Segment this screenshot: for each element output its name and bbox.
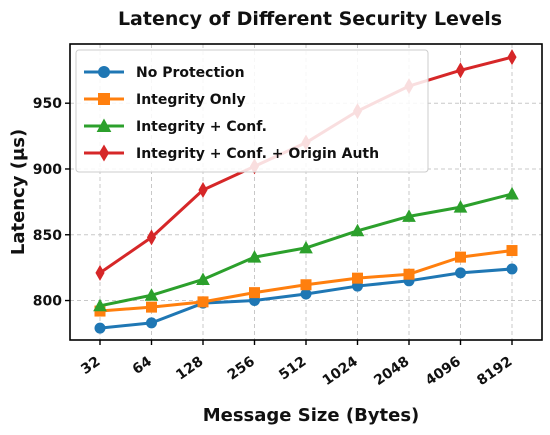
data-point (453, 200, 468, 213)
data-point (146, 301, 157, 313)
x-axis-label: Message Size (Bytes) (203, 405, 420, 426)
y-axis-ticks: 800 850 900 950 (33, 96, 70, 310)
y-tick-label: 900 (33, 162, 62, 178)
legend-label: Integrity + Conf. + Origin Auth (136, 146, 379, 162)
x-tick-label: 8192 (474, 354, 515, 389)
data-point (198, 182, 208, 199)
data-point (300, 288, 312, 300)
chart-title: Latency of Different Security Levels (118, 8, 502, 30)
legend-item: Integrity Only (84, 92, 246, 108)
x-tick-label: 2048 (371, 354, 412, 389)
x-tick-label: 128 (173, 354, 206, 384)
y-tick-label: 950 (33, 96, 62, 112)
data-point (455, 62, 466, 79)
data-point (350, 223, 365, 237)
series-0 (94, 263, 518, 334)
series-layer (93, 49, 519, 334)
data-point (402, 209, 416, 222)
data-point (94, 322, 106, 334)
legend-label: Integrity Only (136, 92, 246, 108)
legend-item: Integrity + Conf. (84, 118, 267, 135)
data-point (505, 186, 519, 200)
x-tick-label: 4096 (423, 354, 464, 389)
data-point (352, 272, 363, 284)
legend-label: Integrity + Conf. (136, 119, 267, 135)
x-tick-label: 1024 (320, 353, 361, 389)
x-axis-ticks: 32 64 128 256 512 1024 2048 4096 8192 (78, 340, 515, 389)
data-point (98, 93, 110, 105)
x-tick-label: 64 (130, 353, 155, 377)
x-tick-label: 256 (225, 354, 258, 384)
legend: No Protection Integrity Only Integrity + C… (75, 49, 429, 173)
data-point (196, 272, 210, 285)
series-2 (93, 186, 519, 312)
data-point (95, 264, 105, 281)
data-point (506, 245, 518, 257)
data-point (93, 298, 107, 312)
data-point (98, 144, 110, 162)
legend-item: No Protection (84, 65, 245, 81)
data-point (197, 296, 209, 308)
y-tick-label: 800 (33, 294, 62, 310)
y-tick-label: 850 (33, 228, 62, 244)
data-point (403, 268, 415, 280)
legend-label: No Protection (136, 65, 245, 81)
data-point (247, 250, 262, 263)
x-tick-label: 512 (276, 354, 309, 384)
data-point (146, 229, 157, 246)
legend-item: Integrity + Conf. + Origin Auth (84, 144, 379, 162)
data-point (507, 49, 517, 66)
data-point (299, 240, 313, 254)
data-point (144, 288, 159, 301)
data-point (455, 251, 466, 263)
y-axis-label: Latency (μs) (8, 129, 29, 255)
data-point (300, 279, 312, 291)
data-point (249, 287, 260, 299)
data-point (506, 263, 518, 275)
data-point (96, 118, 112, 132)
data-point (455, 267, 466, 279)
data-point (146, 317, 157, 329)
data-point (98, 66, 110, 78)
x-tick-label: 32 (78, 354, 103, 378)
legend-box (75, 49, 429, 173)
